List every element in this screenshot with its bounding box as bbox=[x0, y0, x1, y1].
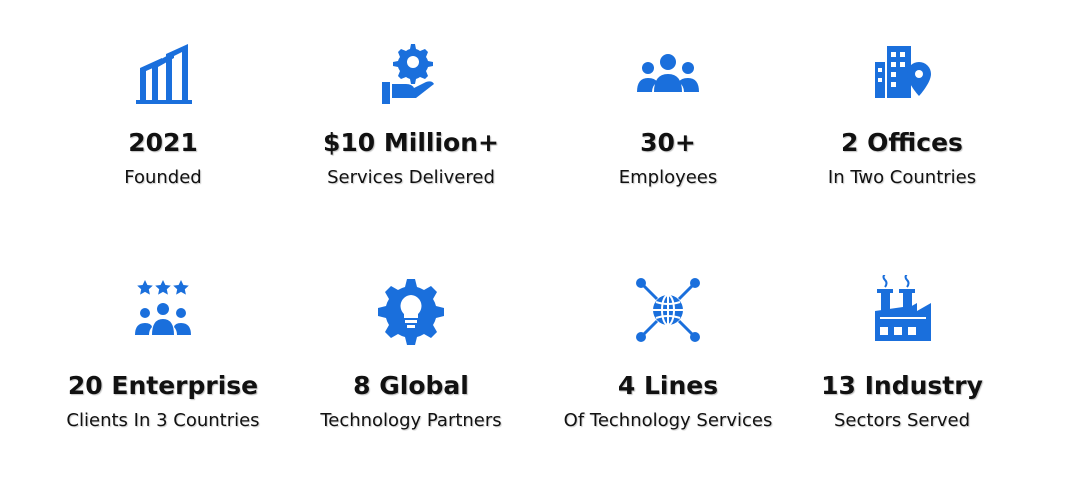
people-group-icon bbox=[637, 54, 699, 92]
stat-label: Clients In 3 Countries bbox=[66, 410, 260, 431]
stat-enterprise-clients: 20 Enterprise Clients In 3 Countries bbox=[38, 275, 288, 432]
stat-offices: 2 Offices In Two Countries bbox=[777, 38, 1027, 189]
stat-label: Services Delivered bbox=[327, 167, 495, 188]
network-globe-icon bbox=[636, 278, 700, 342]
stat-employees: 30+ Employees bbox=[543, 38, 793, 189]
stat-service-lines: 4 Lines Of Technology Services bbox=[543, 275, 793, 432]
stat-value: 30+ bbox=[640, 128, 696, 157]
gear-lightbulb-icon bbox=[378, 279, 444, 345]
stat-label: In Two Countries bbox=[827, 167, 977, 188]
stat-industry-sectors: 13 Industry Sectors Served bbox=[777, 275, 1027, 432]
stat-value: 8 Global bbox=[353, 371, 469, 400]
building-growth-icon bbox=[136, 44, 192, 104]
stat-value: $10 Million+ bbox=[323, 128, 499, 157]
hand-gear-icon bbox=[382, 44, 434, 104]
stat-global-partners: 8 Global Technology Partners bbox=[286, 275, 536, 432]
stat-label: Of Technology Services bbox=[563, 410, 773, 431]
stat-value: 2021 bbox=[128, 128, 198, 157]
stat-services-delivered: $10 Million+ Services Delivered bbox=[286, 38, 536, 189]
rated-clients-icon bbox=[135, 280, 191, 335]
stat-founded: 2021 Founded bbox=[38, 38, 288, 189]
factory-icon bbox=[875, 275, 931, 341]
stat-label: Employees bbox=[618, 167, 718, 188]
stat-label: Sectors Served bbox=[833, 410, 971, 431]
stat-value: 20 Enterprise bbox=[67, 371, 259, 400]
stat-label: Technology Partners bbox=[320, 410, 502, 431]
stat-label: Founded bbox=[124, 167, 202, 188]
stat-value: 2 Offices bbox=[841, 128, 963, 157]
stat-value: 13 Industry bbox=[821, 371, 983, 400]
stat-value: 4 Lines bbox=[617, 371, 719, 400]
office-location-icon bbox=[875, 46, 931, 98]
